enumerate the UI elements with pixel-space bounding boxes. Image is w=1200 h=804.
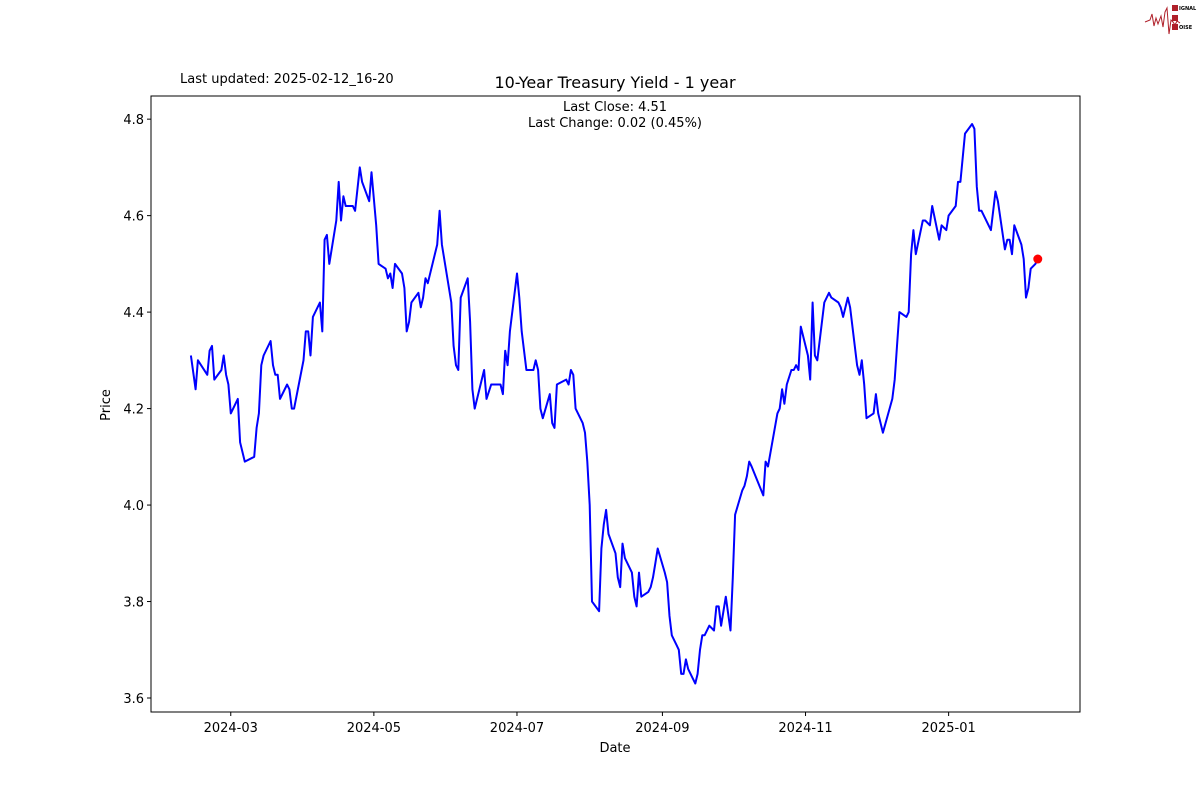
y-tick-label: 4.8	[123, 113, 144, 128]
last-updated: Last updated: 2025-02-12_16-20	[180, 72, 394, 87]
y-axis-label: Price	[99, 389, 114, 421]
x-tick-label: 2024-09	[635, 721, 689, 736]
y-tick-label: 4.4	[123, 306, 144, 321]
x-axis-label: Date	[599, 741, 630, 756]
logo: IGNAL OISE	[1145, 5, 1197, 34]
chart-title: 10-Year Treasury Yield - 1 year	[494, 73, 736, 92]
y-tick-label: 4.2	[123, 403, 144, 418]
y-tick-label: 3.6	[123, 692, 144, 707]
annotation-last-close: Last Close: 4.51	[563, 100, 667, 115]
last-point-marker	[1033, 255, 1042, 264]
y-tick-label: 3.8	[123, 596, 144, 611]
y-tick-label: 4.6	[123, 210, 144, 225]
x-tick-label: 2025-01	[921, 721, 975, 736]
annotation-last-change: Last Change: 0.02 (0.45%)	[528, 116, 702, 131]
svg-text:OISE: OISE	[1179, 25, 1193, 31]
x-tick-label: 2024-07	[490, 721, 544, 736]
x-tick-label: 2024-05	[347, 721, 401, 736]
y-tick-label: 4.0	[123, 499, 144, 514]
svg-text:IGNAL: IGNAL	[1179, 6, 1197, 12]
series-line	[191, 124, 1038, 684]
x-tick-label: 2024-03	[204, 721, 258, 736]
x-tick-label: 2024-11	[778, 721, 832, 736]
